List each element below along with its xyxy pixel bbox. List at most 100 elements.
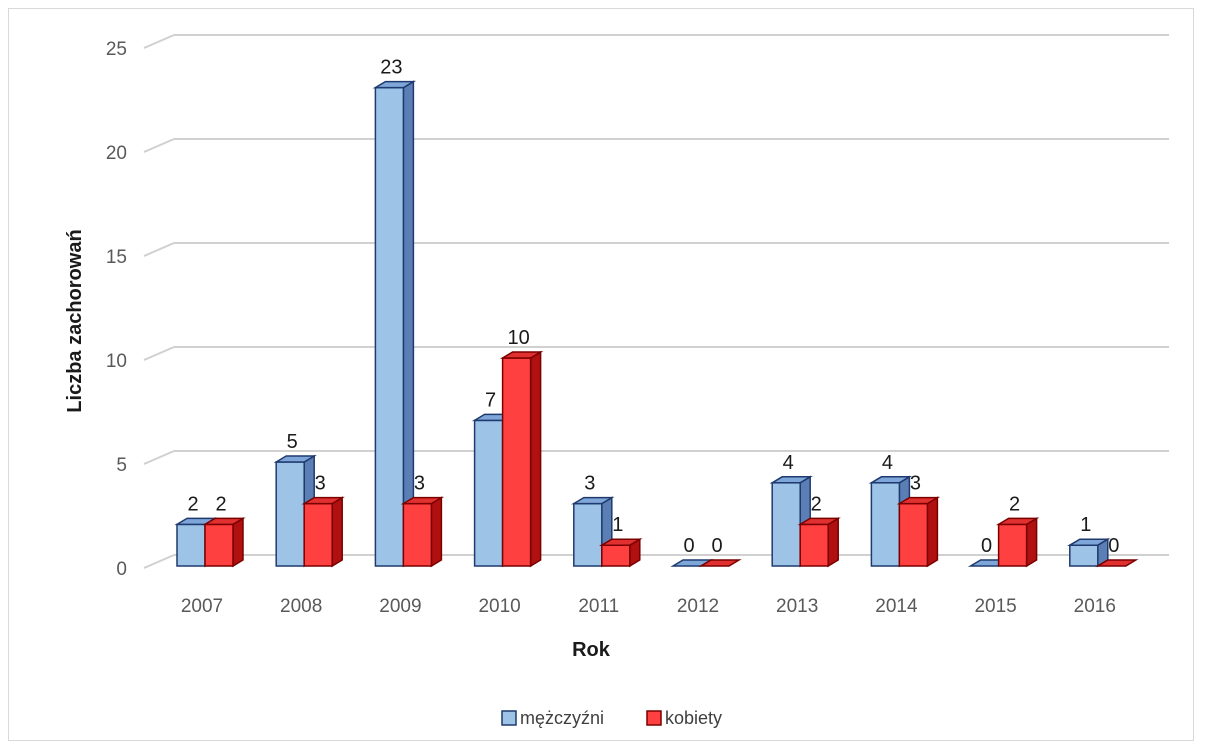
- bar-top: [372, 80, 417, 89]
- data-label: 3: [414, 473, 425, 495]
- y-axis-ticks: 0 5 10 15 20 25: [106, 39, 127, 580]
- bar-front: [402, 502, 433, 567]
- legend-item-kobiety: kobiety: [646, 708, 722, 728]
- bar-kobiety-2016: [1095, 559, 1139, 567]
- bar-top: [599, 538, 643, 546]
- bar-kobiety-2007: [202, 517, 246, 568]
- bar-front: [275, 461, 305, 567]
- y-tick-label: 15: [106, 247, 127, 268]
- bar-front: [303, 502, 333, 567]
- x-tick-label: 2007: [181, 596, 223, 617]
- data-label: 23: [380, 57, 402, 79]
- y-axis-title: Liczba zachorowań: [64, 229, 86, 412]
- x-tick-label: 2015: [974, 596, 1016, 617]
- data-label: 3: [584, 473, 595, 495]
- bar-top: [571, 496, 615, 505]
- bar-side: [529, 350, 542, 568]
- legend-label: kobiety: [665, 708, 722, 728]
- legend: mężczyźni kobiety: [501, 708, 722, 728]
- bar-kobiety-2012: [698, 559, 742, 567]
- bar-mężczyźni-2009: [372, 80, 417, 568]
- bars: [174, 80, 1139, 568]
- bar-side: [430, 496, 443, 568]
- y-tick-label: 10: [106, 351, 127, 372]
- x-tick-label: 2016: [1074, 596, 1116, 617]
- bar-side: [926, 496, 939, 568]
- bar-front: [204, 523, 234, 567]
- data-label: 3: [910, 473, 921, 495]
- bar-top: [698, 559, 742, 567]
- data-label: 2: [811, 493, 822, 515]
- y-tick-label: 20: [106, 143, 127, 164]
- bar-top: [400, 496, 445, 505]
- data-label: 5: [287, 431, 298, 453]
- bar-kobiety-2015: [995, 517, 1040, 568]
- chart-frame: 0 5 10 15 20 25 2 2 5 3 23 3 7 10 3 1 0 0 4 2 4 3 0 2 1 0 2007 20…: [8, 8, 1194, 741]
- bar-mężczyźni-2016: [1067, 537, 1111, 568]
- data-label: 10: [507, 327, 529, 349]
- bar-front: [997, 523, 1028, 567]
- bar-top: [797, 517, 841, 526]
- data-label: 0: [683, 535, 694, 557]
- y-tick-label: 5: [116, 455, 127, 476]
- legend-swatch: [501, 710, 517, 726]
- bar-front: [898, 502, 929, 567]
- bar-kobiety-2009: [400, 496, 445, 568]
- bar-side: [402, 80, 415, 568]
- bar-front: [501, 357, 532, 567]
- x-axis-ticks: 2007 2008 2009 2010 2011 2012 2013 2014 2015 2016: [181, 596, 1116, 617]
- y-tick-label: 0: [116, 559, 127, 580]
- bar-kobiety-2011: [599, 537, 643, 568]
- bar-front: [1069, 544, 1099, 567]
- gridline-diagonal: [143, 34, 175, 49]
- bar-top: [995, 517, 1040, 526]
- bar-front: [473, 419, 504, 567]
- data-label: 2: [187, 493, 198, 515]
- x-tick-label: 2014: [875, 596, 918, 617]
- bar-side: [1025, 517, 1038, 568]
- data-label: 1: [1080, 514, 1091, 536]
- data-label: 7: [485, 389, 496, 411]
- bar-front: [870, 482, 901, 567]
- bar-side: [331, 496, 343, 568]
- legend-label: mężczyźni: [520, 708, 604, 728]
- bar-front: [374, 86, 405, 567]
- gridline-diagonal: [143, 242, 175, 257]
- data-label: 2: [215, 493, 226, 515]
- x-axis-title: Rok: [572, 639, 611, 661]
- bar-top: [896, 496, 941, 505]
- bar-front: [601, 544, 631, 567]
- bar-kobiety-2008: [301, 496, 345, 568]
- data-label: 2: [1009, 493, 1020, 515]
- gridline-diagonal: [143, 450, 175, 465]
- bar-top: [769, 476, 813, 484]
- data-label: 3: [315, 473, 326, 495]
- bar-kobiety-2010: [499, 350, 544, 568]
- data-label: 0: [1108, 535, 1119, 557]
- x-tick-label: 2012: [677, 596, 719, 617]
- bar-kobiety-2014: [896, 496, 941, 568]
- x-tick-label: 2013: [776, 596, 818, 617]
- bar-front: [176, 523, 206, 567]
- data-label: 0: [711, 535, 722, 557]
- data-label: 1: [612, 514, 623, 536]
- x-tick-label: 2008: [280, 596, 322, 617]
- bar-front: [573, 502, 603, 567]
- bar-front: [799, 523, 829, 567]
- bar-kobiety-2013: [797, 517, 841, 568]
- data-label: 4: [882, 452, 893, 474]
- data-label: 4: [783, 452, 794, 474]
- x-tick-label: 2011: [578, 596, 619, 617]
- data-label: 0: [981, 535, 992, 557]
- bar-top: [868, 476, 913, 484]
- y-tick-label: 25: [106, 39, 127, 60]
- bar-top: [301, 496, 345, 505]
- x-tick-label: 2010: [478, 596, 520, 617]
- x-tick-label: 2009: [379, 596, 421, 617]
- legend-swatch: [646, 710, 662, 726]
- bar-top: [499, 351, 544, 359]
- bar-front: [771, 482, 801, 567]
- bar-top: [1095, 559, 1139, 567]
